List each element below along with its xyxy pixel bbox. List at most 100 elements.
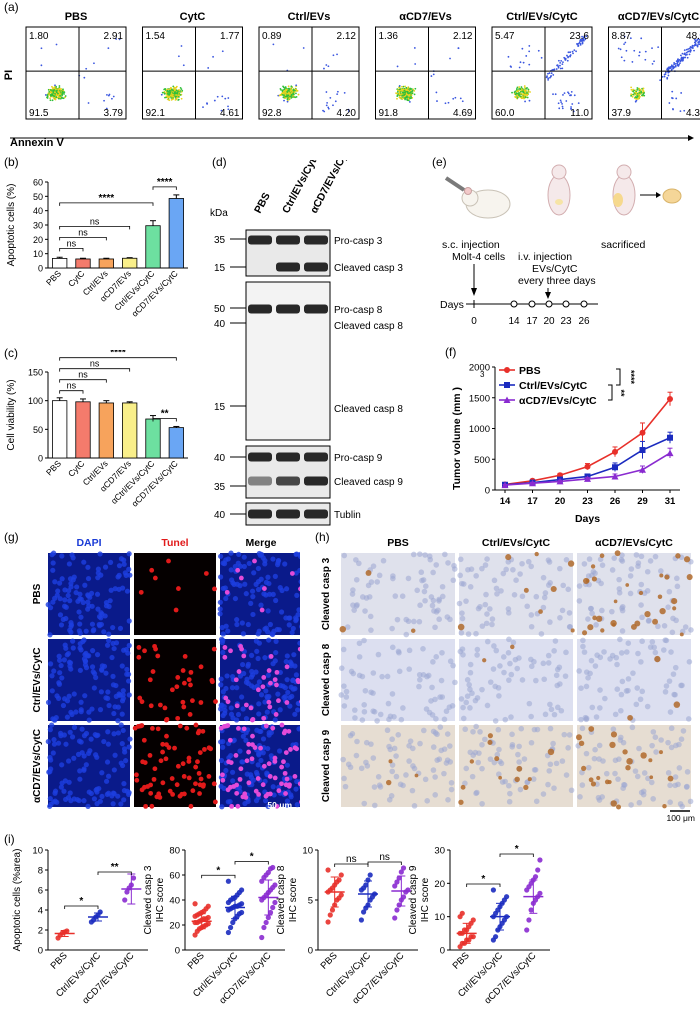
- ihc-nucleus: [627, 590, 634, 597]
- ihc-nucleus: [406, 647, 413, 654]
- flow-event-dot: [221, 95, 224, 98]
- ihc-nucleus: [389, 644, 396, 651]
- flow-event-dot: [674, 62, 677, 65]
- dapi-nucleus: [107, 559, 114, 565]
- flow-event-dot: [168, 99, 171, 102]
- dapi-nucleus: [103, 695, 109, 701]
- tunel-signal: [223, 695, 229, 701]
- panel-a-tag: (a): [4, 0, 19, 14]
- flow-event-dot: [325, 104, 328, 107]
- flow-event-dot: [202, 106, 204, 108]
- ihc-nucleus: [592, 746, 598, 753]
- flow-event-dot: [561, 63, 564, 66]
- ihc-nucleus: [439, 694, 446, 700]
- syringe-icon: [444, 176, 466, 192]
- significance-label: **: [616, 389, 626, 397]
- flow-event-dot: [636, 95, 639, 98]
- ihc-nucleus: [579, 725, 586, 732]
- ihc-nucleus: [452, 679, 458, 686]
- tunel-signal: [186, 755, 192, 761]
- ihc-nucleus: [546, 768, 553, 774]
- flow-event-dot: [51, 89, 54, 92]
- dapi-nucleus: [124, 588, 131, 594]
- dapi-nucleus: [266, 637, 272, 643]
- ihc-nucleus: [628, 566, 635, 572]
- y-tick-label: 60: [169, 871, 180, 882]
- ihc-nucleus: [540, 604, 547, 611]
- flow-event-dot: [570, 107, 572, 110]
- tunel-signal: [151, 776, 157, 782]
- tunel-signal: [233, 677, 239, 683]
- flow-quadrant-lr: 3.79: [104, 108, 124, 119]
- tunel-signal: [174, 684, 180, 690]
- ihc-positive-stain: [469, 759, 475, 764]
- tunel-signal: [246, 741, 252, 747]
- dapi-nucleus: [243, 715, 250, 722]
- flow-event-dot: [522, 93, 525, 95]
- data-point: [272, 882, 278, 888]
- dapi-nucleus: [60, 702, 67, 709]
- ihc-nucleus: [417, 676, 423, 683]
- dapi-nucleus: [219, 639, 225, 646]
- ihc-nucleus: [540, 660, 547, 667]
- data-point: [535, 867, 541, 873]
- tunel-signal: [276, 788, 282, 794]
- flow-event-dot: [83, 76, 86, 79]
- ihc-nucleus: [603, 770, 610, 777]
- flow-event-dot: [631, 61, 634, 63]
- dapi-nucleus: [45, 738, 51, 745]
- tunel-signal: [197, 750, 203, 756]
- ihc-nucleus: [374, 579, 381, 585]
- flow-event-dot: [49, 97, 51, 100]
- flow-event-dot: [295, 84, 298, 87]
- x-tick-label: PBS: [44, 458, 63, 477]
- bar: [75, 401, 91, 459]
- dapi-nucleus: [290, 677, 296, 683]
- tunel-signal: [250, 733, 255, 739]
- dapi-nucleus: [73, 589, 79, 596]
- flow-event-dot: [686, 53, 688, 56]
- ihc-nucleus: [567, 623, 573, 630]
- significance-label: **: [161, 408, 169, 419]
- blot-band: [248, 476, 272, 486]
- dapi-nucleus: [59, 675, 65, 681]
- panel-g-tag: (g): [4, 530, 19, 544]
- dapi-nucleus: [265, 608, 271, 614]
- dapi-nucleus: [67, 790, 73, 796]
- flow-event-dot: [290, 85, 293, 88]
- flow-event-dot: [51, 87, 54, 89]
- flow-event-dot: [396, 65, 399, 68]
- ihc-positive-stain: [457, 623, 465, 631]
- flow-event-dot: [62, 97, 65, 100]
- dapi-nucleus: [113, 682, 119, 689]
- ihc-nucleus: [380, 557, 387, 564]
- y-tick-label: 10: [302, 846, 313, 857]
- tunel-signal: [225, 699, 231, 705]
- significance-bracket: [59, 225, 131, 230]
- flow-event-dot: [405, 93, 408, 96]
- flow-event-dot: [681, 52, 684, 55]
- ihc-positive-stain: [582, 630, 588, 636]
- tunel-signal: [267, 704, 273, 710]
- ihc-nucleus: [457, 572, 463, 579]
- flow-event-dot: [675, 97, 678, 100]
- flow-event-dot: [178, 94, 181, 97]
- ihc-positive-stain: [686, 574, 693, 581]
- dapi-nucleus: [229, 685, 236, 691]
- ihc-nucleus: [475, 759, 482, 766]
- flow-event-dot: [326, 101, 329, 104]
- dapi-nucleus: [240, 706, 246, 712]
- ihc-nucleus: [588, 657, 595, 664]
- ihc-nucleus: [389, 691, 396, 697]
- tunel-signal: [148, 703, 154, 709]
- ihc-nucleus: [665, 604, 671, 610]
- tunel-signal: [235, 803, 241, 809]
- dapi-nucleus: [66, 758, 72, 764]
- dapi-nucleus: [226, 755, 232, 761]
- ihc-nucleus: [634, 773, 641, 780]
- flow-event-dot: [693, 41, 696, 44]
- y-axis-label: Cleaved casp 3: [143, 865, 154, 934]
- ihc-nucleus: [379, 673, 385, 680]
- dapi-nucleus: [113, 693, 119, 699]
- flow-event-dot: [560, 59, 563, 62]
